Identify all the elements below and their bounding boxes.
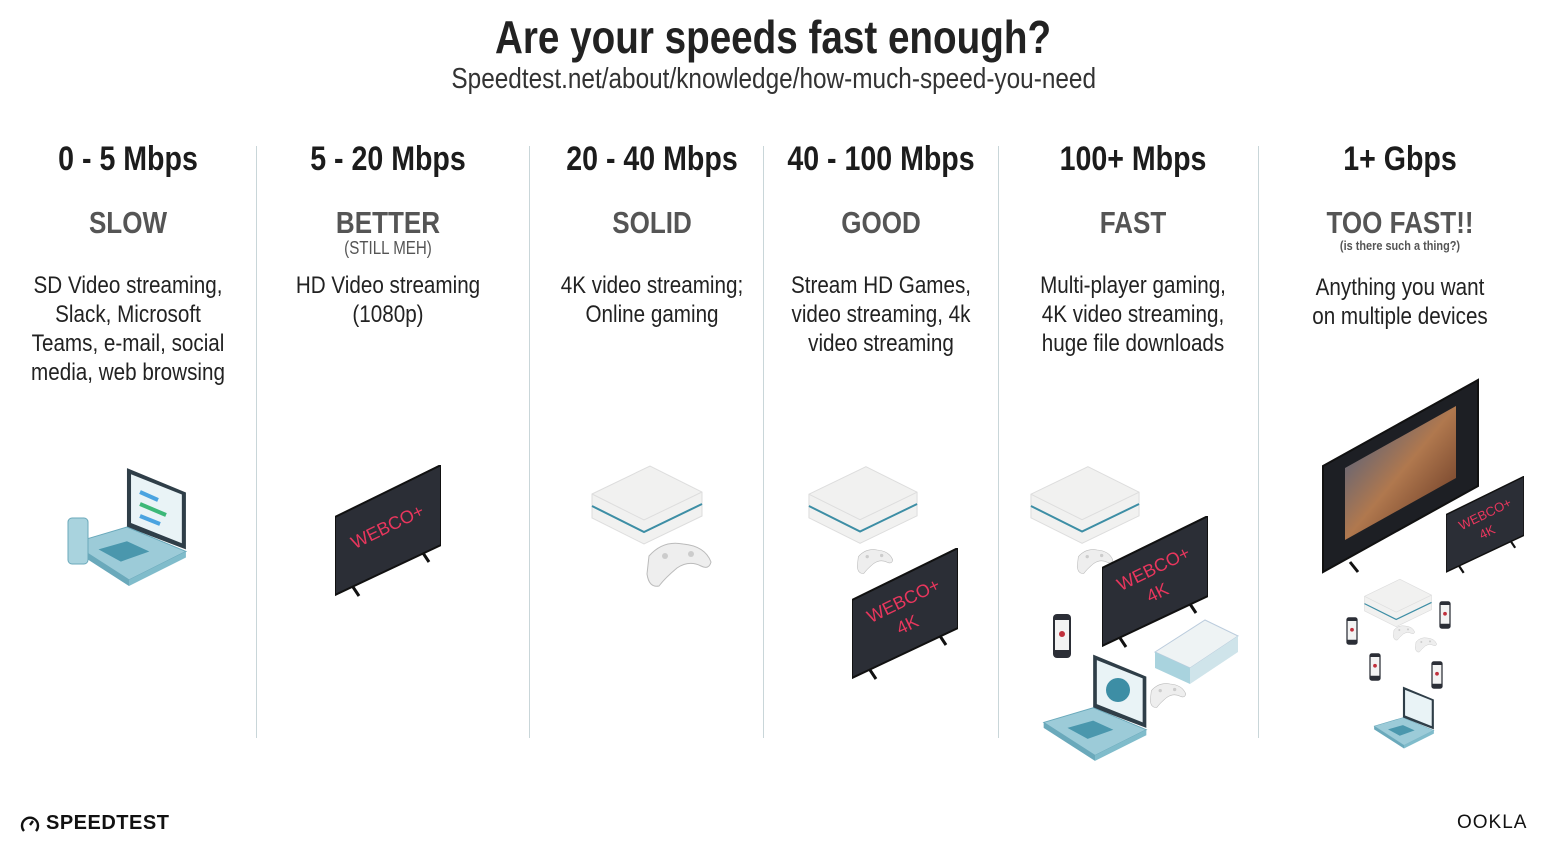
tier-rating: SOLID [612,205,692,240]
ookla-logo: OOKLA [1457,812,1528,833]
phone-icon [1439,601,1451,629]
tier-rating: TOO FAST!! [1326,205,1474,240]
phone-icon [1053,614,1071,658]
tier-description: Multi-player gaming, 4K video streaming,… [1026,271,1241,358]
title-text: Are your speeds fast enough? [495,11,1052,63]
phone-icon [1346,617,1358,645]
cloud-download-icon [1106,678,1130,702]
tier-speed: 1+ Gbps [1343,140,1457,178]
tier-speed: 40 - 100 Mbps [787,140,975,178]
tier-solid: 20 - 40 Mbps SOLID 4K video streaming; O… [529,140,775,329]
description-line: Slack, Microsoft [55,301,201,328]
game-console-icon [591,465,703,545]
tier-fast: 100+ Mbps FAST Multi-player gaming, 4K v… [1008,140,1258,358]
game-controller-icon [856,549,894,574]
subtitle-text: Speedtest.net/about/knowledge/how-much-s… [451,63,1096,95]
tier-description: Anything you want on multiple devices [1288,273,1512,331]
speedtest-logo-text: SPEEDTEST [46,812,170,834]
description-line: media, web browsing [31,359,225,386]
game-controller-icon [1415,637,1437,653]
description-line: Stream HD Games, [790,272,972,299]
description-line: SD Video streaming, [33,272,223,299]
column-divider [529,146,530,738]
console-box-icon [1153,619,1240,684]
description-line: HD Video streaming [295,272,481,299]
game-console-icon [1029,465,1141,545]
tier-description: 4K video streaming; Online gaming [546,271,758,329]
column-divider [1258,146,1259,738]
page-title: Are your speeds fast enough? [0,10,1547,64]
tier-note: (STILL MEH) [344,238,432,258]
description-line: on multiple devices [1312,303,1488,330]
game-console-icon [1363,578,1433,628]
description-line: video streaming [808,330,954,357]
description-line: huge file downloads [1041,330,1225,357]
tier-speed: 20 - 40 Mbps [566,140,738,178]
tier-better: 5 - 20 Mbps BETTER (STILL MEH) HD Video … [256,140,520,329]
tier-description: HD Video streaming (1080p) [274,271,501,329]
laptop-icon [1373,686,1435,749]
description-line: Online gaming [585,301,719,328]
source-url: Speedtest.net/about/knowledge/how-much-s… [0,63,1547,96]
tv-4k-label: 4K [1477,522,1498,543]
tier-speed: 0 - 5 Mbps [58,140,198,178]
tier-note: (is there such a thing?) [1339,238,1461,253]
phone-icon [1369,653,1381,681]
laptop-icon [1043,654,1147,762]
column-divider [256,146,257,738]
tier-rating: BETTER [335,205,441,240]
tier-description: Stream HD Games, video streaming, 4k vid… [780,271,983,358]
phone-icon [1431,661,1443,689]
description-line: video streaming, 4k [791,301,971,328]
tier-good: 40 - 100 Mbps GOOD Stream HD Games, vide… [763,140,999,358]
tier-rating: FAST [1099,205,1167,240]
column-divider [998,146,999,738]
column-divider [763,146,764,738]
tier-rating: SLOW [88,205,168,240]
chat-lines-icon [139,490,167,526]
phone-icon [67,517,89,565]
tier-description: SD Video streaming, Slack, Microsoft Tea… [18,271,238,387]
description-line: Multi-player gaming, [1040,272,1226,299]
speedometer-icon [20,816,40,832]
game-controller-icon [1393,625,1415,641]
speedtest-logo: SPEEDTEST [20,812,169,835]
description-line: 4K video streaming, [1041,301,1225,328]
tier-slow: 0 - 5 Mbps SLOW SD Video streaming, Slac… [0,140,256,387]
large-tv-icon [1322,378,1479,574]
tier-rating: GOOD [841,205,921,240]
tier-speed: 5 - 20 Mbps [310,140,466,178]
tier-speed: 100+ Mbps [1059,140,1207,178]
tier-too-fast: 1+ Gbps TOO FAST!! (is there such a thin… [1270,140,1530,331]
description-line: Anything you want [1315,274,1485,301]
game-console-icon [807,465,919,545]
laptop-icon [71,467,187,586]
game-controller-icon [646,542,712,587]
game-controller-icon [1149,683,1187,708]
description-line: Teams, e-mail, social [31,330,225,357]
description-line: 4K video streaming; [560,272,744,299]
description-line: (1080p) [352,301,424,328]
